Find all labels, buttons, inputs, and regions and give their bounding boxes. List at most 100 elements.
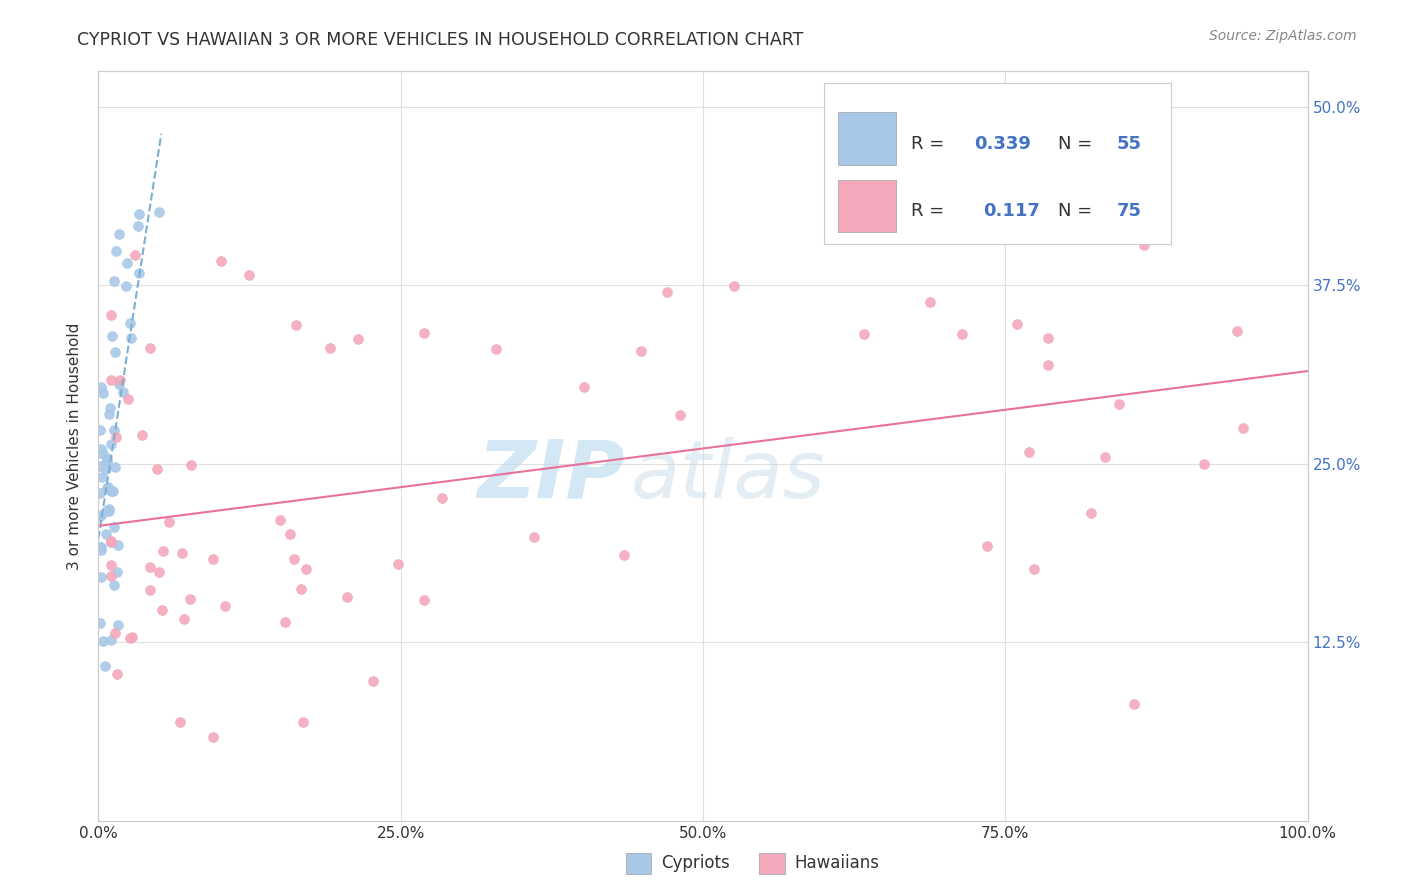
Point [100, 534, 122, 549]
Point [169, 714, 191, 729]
Point [100, 483, 122, 498]
Point [89, 459, 111, 474]
Point [173, 612, 195, 626]
Point [94, 462, 117, 476]
FancyBboxPatch shape [824, 83, 1171, 244]
Point [103, 483, 125, 498]
Point [100, 535, 122, 549]
Text: R =: R = [911, 135, 950, 153]
Point [124, 248, 146, 262]
Point [1002, 219, 1025, 234]
Text: 75: 75 [1116, 202, 1142, 220]
Point [179, 592, 201, 607]
Point [1005, 317, 1028, 331]
Point [657, 285, 679, 299]
Point [90, 542, 112, 557]
Point [100, 373, 122, 387]
Text: Cypriots: Cypriots [661, 855, 730, 872]
Text: R =: R = [911, 202, 956, 220]
Text: ZIP: ZIP [477, 437, 624, 515]
Point [290, 582, 312, 597]
Point [209, 254, 232, 268]
Point [152, 543, 174, 558]
Point [91, 447, 114, 461]
Point [128, 266, 150, 280]
Point [120, 331, 142, 345]
Point [202, 731, 225, 745]
Point [723, 279, 745, 293]
Point [180, 458, 202, 472]
Point [1232, 420, 1254, 434]
Point [91, 385, 114, 400]
Point [115, 256, 138, 270]
Point [347, 332, 370, 346]
Point [97, 503, 120, 517]
Point [107, 538, 129, 552]
Point [157, 515, 180, 529]
Point [283, 552, 305, 566]
Point [1123, 697, 1146, 711]
Point [108, 227, 131, 242]
Point [94, 526, 117, 541]
Point [112, 385, 135, 400]
Point [100, 535, 122, 549]
Point [121, 630, 143, 644]
Point [103, 274, 125, 288]
Point [361, 673, 384, 688]
Point [148, 205, 170, 219]
Point [104, 344, 127, 359]
Point [94, 503, 117, 517]
Text: CYPRIOT VS HAWAIIAN 3 OR MORE VEHICLES IN HOUSEHOLD CORRELATION CHART: CYPRIOT VS HAWAIIAN 3 OR MORE VEHICLES I… [77, 31, 804, 49]
Text: N =: N = [1059, 135, 1098, 153]
Point [89, 508, 111, 523]
Point [146, 461, 169, 475]
Point [387, 558, 409, 572]
Text: Source: ZipAtlas.com: Source: ZipAtlas.com [1209, 29, 1357, 43]
Point [1226, 324, 1249, 338]
Point [103, 520, 125, 534]
Point [100, 308, 122, 322]
Point [336, 591, 359, 605]
Point [1036, 331, 1059, 345]
Point [89, 615, 111, 630]
Point [94, 659, 117, 673]
Point [104, 625, 127, 640]
Point [120, 317, 142, 331]
Point [274, 615, 297, 629]
Point [98, 501, 121, 516]
Point [131, 428, 153, 442]
Point [105, 566, 128, 580]
Point [139, 560, 162, 574]
Point [1094, 450, 1116, 465]
Point [96, 450, 118, 465]
Point [319, 341, 342, 355]
Point [103, 423, 125, 437]
Point [105, 244, 128, 259]
Point [148, 565, 170, 579]
Point [412, 326, 434, 341]
Point [1038, 358, 1060, 372]
Point [90, 508, 112, 522]
Point [90, 380, 112, 394]
Point [284, 318, 307, 332]
Point [103, 578, 125, 592]
Point [1018, 445, 1040, 459]
Point [96, 454, 118, 468]
Point [613, 549, 636, 563]
Point [98, 407, 121, 421]
Point [201, 551, 224, 566]
Text: 55: 55 [1116, 135, 1142, 153]
Point [90, 569, 112, 583]
Point [107, 376, 129, 391]
Point [107, 617, 129, 632]
Point [90, 442, 112, 456]
Point [1108, 397, 1130, 411]
Point [1080, 506, 1102, 520]
Point [128, 207, 150, 221]
Point [413, 593, 436, 607]
Point [238, 268, 260, 283]
Point [138, 583, 160, 598]
Point [108, 373, 131, 387]
Point [852, 326, 875, 341]
Point [139, 341, 162, 355]
